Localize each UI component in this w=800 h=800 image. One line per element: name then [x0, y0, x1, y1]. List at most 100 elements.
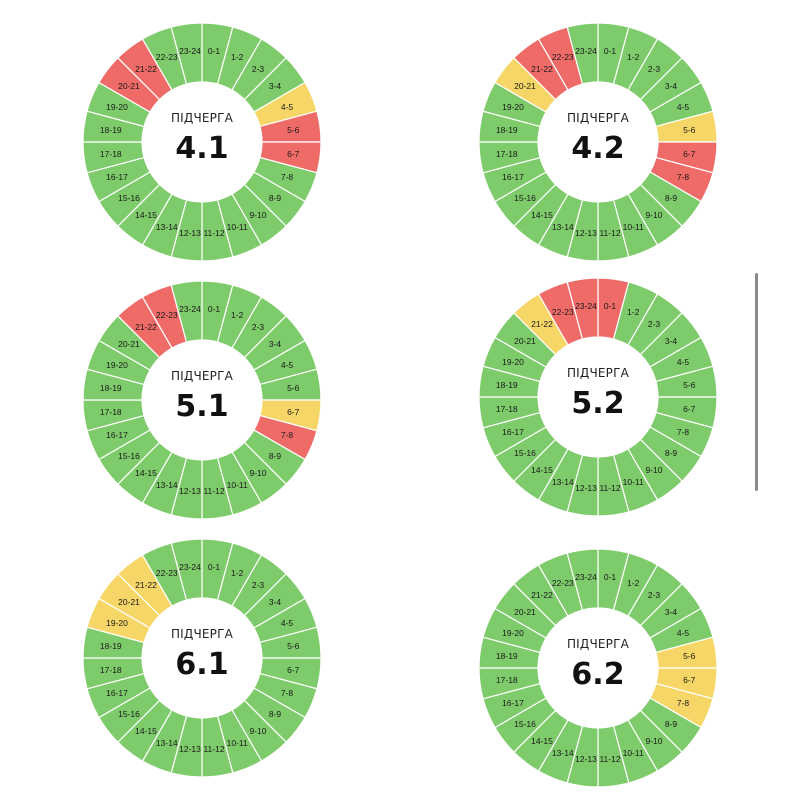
hour-label: 11-12 [203, 744, 224, 754]
hour-label: 18-19 [496, 651, 518, 661]
hour-label: 20-21 [514, 607, 536, 617]
hour-label: 7-8 [677, 172, 690, 182]
hour-label: 0-1 [604, 46, 617, 56]
hour-label: 10-11 [227, 222, 248, 232]
hour-label: 12-13 [179, 486, 201, 496]
hour-label: 6-7 [683, 675, 696, 685]
hour-label: 23-24 [179, 562, 201, 572]
hour-label: 7-8 [677, 698, 690, 708]
hour-label: 8-9 [269, 193, 282, 203]
hour-label: 9-10 [645, 210, 662, 220]
hour-label: 4-5 [677, 628, 690, 638]
hour-label: 10-11 [623, 222, 644, 232]
hour-label: 7-8 [281, 688, 294, 698]
hour-label: 19-20 [502, 102, 524, 112]
hour-label: 17-18 [496, 675, 518, 685]
hour-label: 5-6 [683, 125, 696, 135]
hour-label: 0-1 [208, 46, 221, 56]
wheel-svg: 0-1 1-2 2-3 3-4 4-5 5-6 6-7 7-8 8-99-1010-1111-1… [478, 22, 718, 262]
hour-label: 10-11 [623, 477, 644, 487]
hour-label: 5-6 [287, 641, 300, 651]
hour-label: 10-11 [227, 738, 248, 748]
hour-label: 10-11 [623, 748, 644, 758]
hour-label: 21-22 [135, 64, 157, 74]
hour-label: 13-14 [156, 738, 178, 748]
hour-label: 19-20 [106, 360, 128, 370]
hour-label: 11-12 [599, 483, 620, 493]
hour-label: 13-14 [552, 748, 574, 758]
hour-label: 17-18 [100, 665, 122, 675]
hour-label: 1-2 [627, 52, 640, 62]
hour-label: 20-21 [118, 81, 140, 91]
queue-caption: ПІДЧЕРГА [567, 111, 630, 125]
hour-label: 5-6 [683, 380, 696, 390]
hour-label: 15-16 [514, 719, 536, 729]
hour-label: 17-18 [100, 149, 122, 159]
hour-label: 9-10 [249, 210, 266, 220]
hour-label: 5-6 [287, 383, 300, 393]
hour-label: 3-4 [269, 597, 282, 607]
hour-label: 2-3 [252, 580, 265, 590]
hour-label: 6-7 [683, 149, 696, 159]
hour-label: 17-18 [496, 149, 518, 159]
queue-caption: ПІДЧЕРГА [171, 627, 234, 641]
wheel-svg: 0-1 1-2 2-3 3-4 4-5 5-6 6-7 7-8 8-99-1010-1111-1… [478, 548, 718, 788]
queue-caption: ПІДЧЕРГА [567, 637, 630, 651]
hour-label: 20-21 [118, 339, 140, 349]
hour-label: 14-15 [531, 210, 553, 220]
hour-label: 11-12 [203, 486, 224, 496]
hour-label: 10-11 [227, 480, 248, 490]
hour-label: 19-20 [502, 628, 524, 638]
hour-label: 23-24 [179, 46, 201, 56]
hour-label: 3-4 [269, 81, 282, 91]
hour-label: 6-7 [683, 404, 696, 414]
hour-label: 0-1 [604, 301, 617, 311]
hour-label: 2-3 [648, 64, 661, 74]
hour-label: 9-10 [249, 468, 266, 478]
hour-label: 15-16 [514, 448, 536, 458]
wheel-svg: 0-1 1-2 2-3 3-4 4-5 5-6 6-7 7-8 8-99-1010-1111-1… [82, 538, 322, 778]
hour-label: 16-17 [106, 430, 128, 440]
hour-label: 9-10 [645, 465, 662, 475]
queue-caption: ПІДЧЕРГА [171, 369, 234, 383]
hour-label: 11-12 [599, 228, 620, 238]
hour-label: 11-12 [203, 228, 224, 238]
hour-label: 7-8 [281, 172, 294, 182]
hour-label: 6-7 [287, 149, 300, 159]
wheel-svg: 0-1 1-2 2-3 3-4 4-5 5-6 6-7 7-8 8-99-1010-1111-1… [82, 280, 322, 520]
hour-label: 4-5 [281, 360, 294, 370]
schedule-wheel-5-1: 0-1 1-2 2-3 3-4 4-5 5-6 6-7 7-8 8-9 9-10 10-11 11-1… [82, 280, 322, 520]
hour-label: 20-21 [514, 81, 536, 91]
hour-label: 3-4 [665, 81, 678, 91]
hour-label: 14-15 [135, 210, 157, 220]
hour-label: 4-5 [677, 357, 690, 367]
hour-label: 8-9 [665, 448, 678, 458]
queue-number: 4.2 [571, 131, 624, 166]
hour-label: 3-4 [665, 336, 678, 346]
hour-label: 12-13 [179, 228, 201, 238]
hour-label: 18-19 [496, 125, 518, 135]
queue-number: 6.1 [175, 647, 228, 682]
hour-label: 4-5 [281, 618, 294, 628]
schedule-wheel-6-2: 0-1 1-2 2-3 3-4 4-5 5-6 6-7 7-8 8-9 9-10 10-11 11-1… [478, 548, 718, 788]
hour-label: 8-9 [665, 193, 678, 203]
hour-label: 18-19 [100, 641, 122, 651]
hour-label: 1-2 [231, 310, 244, 320]
hour-label: 15-16 [514, 193, 536, 203]
hour-label: 0-1 [604, 572, 617, 582]
hour-label: 22-23 [552, 52, 574, 62]
hour-label: 2-3 [252, 64, 265, 74]
hour-label: 12-13 [575, 754, 597, 764]
hour-label: 21-22 [531, 590, 553, 600]
hour-label: 14-15 [135, 726, 157, 736]
hour-label: 12-13 [575, 483, 597, 493]
hour-label: 18-19 [496, 380, 518, 390]
hour-label: 20-21 [118, 597, 140, 607]
schedule-wheel-4-2: 0-1 1-2 2-3 3-4 4-5 5-6 6-7 7-8 8-9 9-10 10-11 11-1… [478, 22, 718, 262]
hour-label: 4-5 [677, 102, 690, 112]
queue-number: 6.2 [571, 657, 624, 692]
hour-label: 21-22 [531, 64, 553, 74]
hour-label: 2-3 [252, 322, 265, 332]
hour-label: 6-7 [287, 665, 300, 675]
scrollbar[interactable] [755, 273, 758, 491]
